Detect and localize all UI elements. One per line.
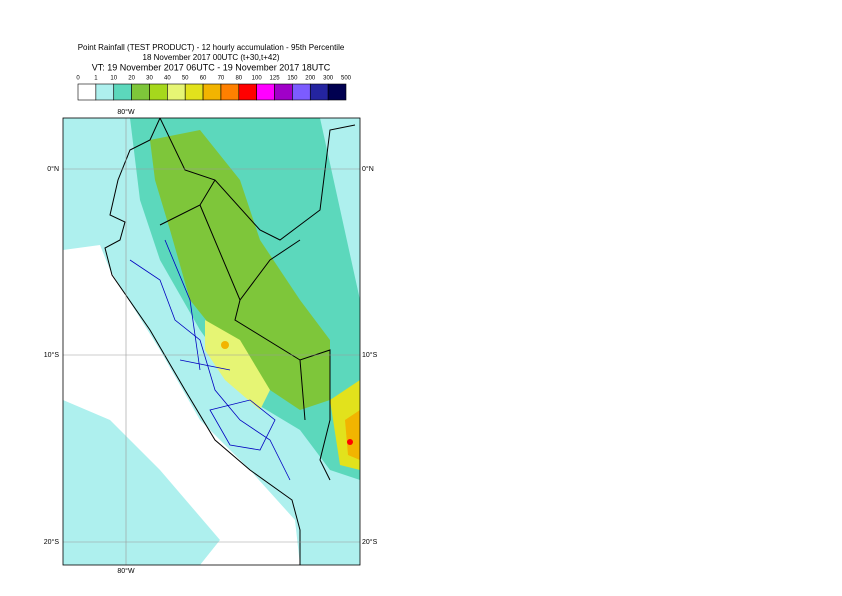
legend-label: 40 [164, 76, 171, 82]
borders [159, 118, 356, 481]
legend-swatch [149, 83, 168, 101]
legend-swatch [238, 83, 257, 101]
legend-label: 500 [341, 76, 352, 82]
lon-label: 80°W [117, 108, 135, 116]
legend-swatch [274, 83, 293, 101]
coastline [104, 118, 301, 565]
lat-label: 10°S [44, 351, 60, 359]
legend-label: 10 [110, 76, 117, 82]
legend-swatch [292, 83, 311, 101]
lat-label: 10°S [362, 351, 378, 359]
legend-label: 20 [128, 76, 135, 82]
legend-swatch [77, 83, 97, 101]
valid-time: VT: 19 November 2017 06UTC - 19 November… [92, 62, 331, 72]
legend-label: 50 [182, 76, 189, 82]
legend-label: 70 [218, 76, 225, 82]
legend-swatch [309, 83, 329, 101]
legend-label: 30 [146, 76, 153, 82]
rain-light [63, 400, 220, 565]
legend-label: 0 [76, 76, 80, 82]
legend-swatch [202, 83, 222, 101]
lon-label: 80°W [117, 567, 135, 575]
map [63, 118, 360, 565]
legend-label: 80 [235, 76, 242, 82]
rain-light [63, 118, 100, 240]
legend-label: 150 [287, 76, 298, 82]
legend-swatch [113, 83, 132, 101]
legend-label: 300 [323, 76, 334, 82]
legend-swatch [220, 83, 240, 101]
legend-swatch [167, 83, 186, 101]
legend-label: 200 [305, 76, 316, 82]
rain-40 [205, 320, 270, 410]
run-time: 18 November 2017 00UTC (t+30,t+42) [143, 53, 280, 62]
legend-label: 100 [252, 76, 263, 82]
lat-label: 20°S [362, 538, 378, 546]
legend-swatch [256, 83, 275, 101]
legend-label: 1 [94, 76, 98, 82]
lat-label: 0°N [47, 165, 59, 173]
map-frame [62, 117, 361, 566]
legend-label: 125 [270, 76, 281, 82]
rain-20 [150, 130, 330, 410]
title: Point Rainfall (TEST PRODUCT) - 12 hourl… [78, 43, 345, 52]
rain-60 [221, 341, 229, 349]
rain-80 [347, 439, 353, 445]
legend-swatch [131, 83, 150, 101]
legend-swatch [327, 83, 347, 101]
legend: 0 1 10 20 30 40 50 60 70 80 100 125 150 200 300 500 [76, 76, 352, 101]
legend-label: 60 [200, 76, 207, 82]
rain-60 [345, 410, 360, 460]
legend-swatch [184, 83, 204, 101]
regions [129, 239, 291, 481]
lat-label: 0°N [362, 165, 374, 173]
legend-swatch [95, 83, 115, 101]
lat-label: 20°S [44, 538, 60, 546]
